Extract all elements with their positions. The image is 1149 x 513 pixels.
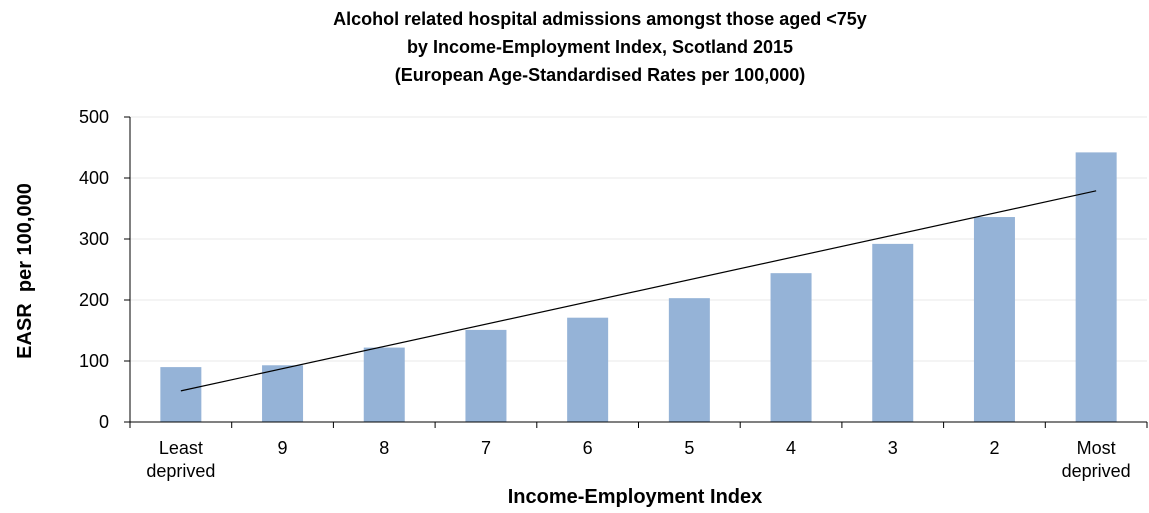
x-axis-title: Income-Employment Index: [508, 486, 763, 508]
bar: [770, 273, 812, 422]
chart-title: Alcohol related hospital admissions amon…: [333, 9, 867, 85]
x-tick-label: 3: [888, 438, 898, 458]
bar: [363, 347, 405, 422]
bar: [465, 329, 507, 422]
y-tick-label: 0: [99, 412, 109, 432]
bar: [262, 365, 304, 422]
x-tick-label: 5: [684, 438, 694, 458]
x-tick-label: 9: [278, 438, 288, 458]
chart-title-line-2: by Income-Employment Index, Scotland 201…: [407, 37, 793, 57]
bar: [973, 217, 1015, 422]
chart-title-line-3: (European Age-Standardised Rates per 100…: [395, 65, 805, 85]
x-tick-label: Most deprived: [1062, 438, 1131, 481]
bar: [160, 367, 202, 422]
bar: [872, 243, 914, 422]
bar: [668, 298, 710, 422]
chart-title-line-1: Alcohol related hospital admissions amon…: [333, 9, 867, 29]
bar: [567, 317, 609, 422]
x-tick-label: 6: [583, 438, 593, 458]
x-tick-label: 8: [379, 438, 389, 458]
x-tick-label: Least deprived: [146, 438, 215, 481]
bar-series: [160, 152, 1117, 422]
trendline: [180, 190, 1097, 392]
y-tick-label: 200: [79, 290, 109, 310]
y-tick-label: 300: [79, 229, 109, 249]
x-axis-tick-labels: Least deprived 9 8 7 6 5 4 3 2 Most deprived: [146, 438, 1130, 481]
y-axis-title: EASR per 100,000: [14, 183, 36, 359]
x-tick-label: 7: [481, 438, 491, 458]
x-tick-label: 2: [989, 438, 999, 458]
x-tick-label: 4: [786, 438, 796, 458]
y-tick-label: 400: [79, 168, 109, 188]
y-tick-label: 500: [79, 107, 109, 127]
bar: [1075, 152, 1117, 422]
axes: [124, 116, 1148, 428]
y-axis-tick-labels: 0 100 200 300 400 500: [79, 107, 109, 432]
y-tick-label: 100: [79, 351, 109, 371]
